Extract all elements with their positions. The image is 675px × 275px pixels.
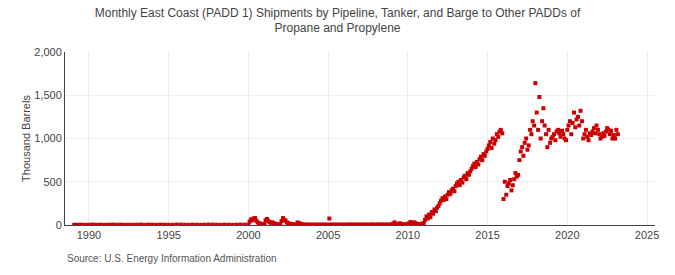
svg-text:2010: 2010 [396,229,420,241]
svg-text:1995: 1995 [156,229,180,241]
svg-text:1990: 1990 [77,229,101,241]
svg-text:2005: 2005 [316,229,340,241]
svg-text:Source: U.S. Energy Informatio: Source: U.S. Energy Information Administ… [67,253,277,264]
svg-text:1,000: 1,000 [34,132,62,144]
svg-text:500: 500 [43,176,61,188]
svg-text:0: 0 [56,219,62,231]
svg-text:2025: 2025 [635,229,659,241]
svg-text:2000: 2000 [236,229,260,241]
svg-text:Monthly East Coast (PADD 1) Sh: Monthly East Coast (PADD 1) Shipments by… [95,6,581,36]
svg-text:Thousand Barrels: Thousand Barrels [20,95,32,182]
svg-text:1,500: 1,500 [34,89,62,101]
svg-text:2020: 2020 [555,229,579,241]
svg-text:2,000: 2,000 [34,46,62,58]
svg-text:2015: 2015 [475,229,499,241]
